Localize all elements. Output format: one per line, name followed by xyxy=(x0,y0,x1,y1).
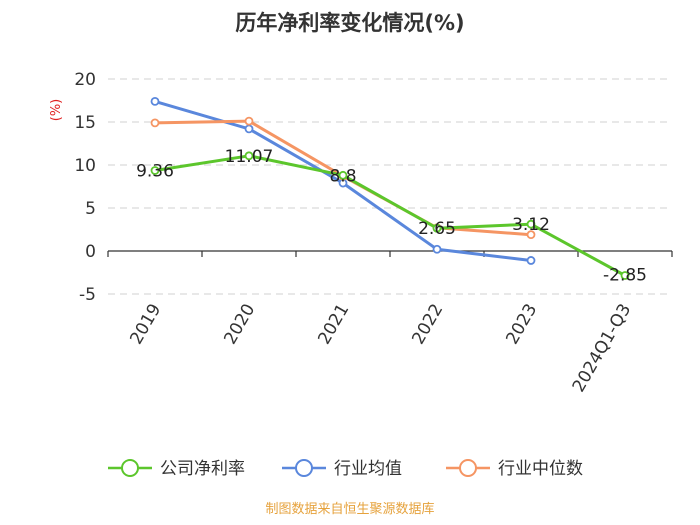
x-tick-label-3: 2022 xyxy=(408,301,447,348)
series-0-point-2 xyxy=(338,170,348,180)
data-label-4: 3.12 xyxy=(512,215,550,235)
y-tick-label-5: -5 xyxy=(79,285,96,305)
y-tick-labels: 20 15 10 5 0 -5 xyxy=(74,70,96,305)
source-note: 制图数据来自恒生聚源数据库 xyxy=(265,501,434,517)
x-tick-label-2: 2021 xyxy=(314,301,353,348)
data-label-1: 11.07 xyxy=(225,147,274,167)
x-tick-label-1: 2020 xyxy=(220,301,259,348)
y-tick-label-4: 0 xyxy=(85,242,96,262)
data-label-2: 8.8 xyxy=(329,166,356,186)
series-0-point-5 xyxy=(620,271,630,280)
y-axis-unit: (%) xyxy=(49,99,64,122)
legend: 公司净利率 行业均值 行业中位数 xyxy=(108,459,583,479)
legend-item-2: 行业中位数 xyxy=(446,459,583,479)
series-2-point-4 xyxy=(526,230,536,240)
x-tick-label-5: 2024Q1-Q3 xyxy=(569,301,636,396)
series-1-point-4 xyxy=(526,256,536,265)
y-tick-label-2: 10 xyxy=(74,156,96,176)
legend-label-0: 公司净利率 xyxy=(160,459,245,479)
data-label-3: 2.65 xyxy=(418,219,456,239)
series-lines xyxy=(150,96,630,280)
series-line-0 xyxy=(153,154,627,277)
x-tick-label-0: 2019 xyxy=(126,301,165,348)
series-0-point-3 xyxy=(432,223,442,233)
series-1-point-1 xyxy=(244,124,254,134)
series-1-point-3 xyxy=(432,244,442,254)
legend-item-0: 公司净利率 xyxy=(108,459,245,479)
x-tick-labels: 2019 2020 2021 2022 2023 2024Q1-Q3 xyxy=(126,301,635,396)
gridlines xyxy=(108,78,672,295)
series-0-point-1 xyxy=(244,151,254,161)
y-tick-label-0: 20 xyxy=(74,70,96,90)
series-2-point-1 xyxy=(244,116,254,126)
x-tick-label-4: 2023 xyxy=(502,301,541,348)
legend-label-1: 行业均值 xyxy=(334,459,402,479)
legend-item-1: 行业均值 xyxy=(282,459,402,479)
chart-title: 历年净利率变化情况(%) xyxy=(235,11,464,35)
data-label-5: -2.85 xyxy=(603,266,647,286)
legend-marker-2 xyxy=(459,459,477,477)
data-label-0: 9.36 xyxy=(136,162,174,182)
legend-label-2: 行业中位数 xyxy=(498,459,583,479)
y-tick-label-1: 15 xyxy=(74,113,96,133)
series-0-point-4 xyxy=(526,219,536,229)
series-0-point-0 xyxy=(150,166,160,175)
y-tick-label-3: 5 xyxy=(85,199,96,219)
data-labels: 9.36 11.07 8.8 2.65 3.12 -2.85 xyxy=(136,147,647,286)
legend-marker-0 xyxy=(121,459,139,477)
series-2-point-0 xyxy=(150,118,160,128)
legend-marker-1 xyxy=(295,459,313,477)
series-1-point-0 xyxy=(150,96,160,106)
